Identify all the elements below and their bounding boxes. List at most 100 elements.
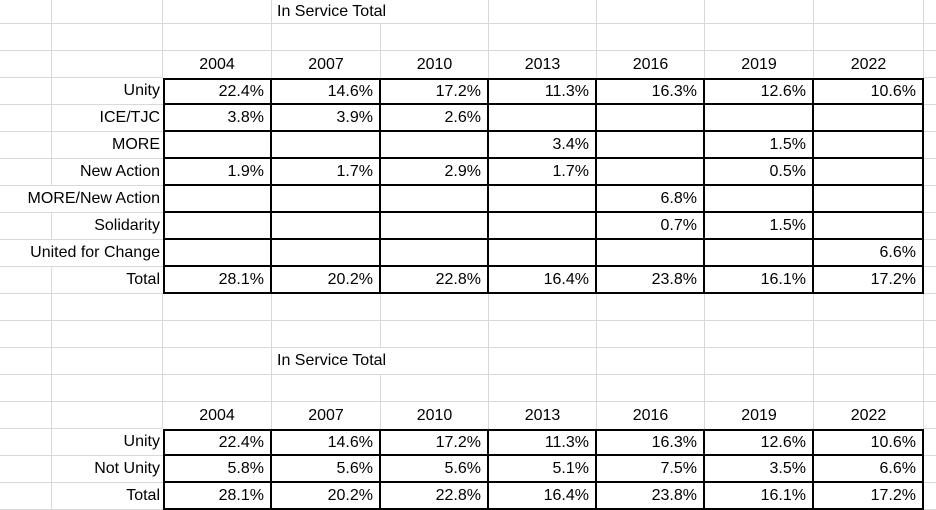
value-total-2004[interactable]: 28.1% bbox=[163, 267, 272, 294]
cell-A19[interactable] bbox=[0, 483, 52, 510]
row-label-more[interactable]: MORE bbox=[52, 132, 163, 159]
cell-B12[interactable] bbox=[52, 294, 163, 321]
cell-C15[interactable] bbox=[163, 375, 272, 402]
value-total-2010[interactable]: 22.8% bbox=[381, 267, 489, 294]
value-total-2007[interactable]: 20.2% bbox=[272, 483, 381, 510]
value-united-for-change-2016[interactable] bbox=[597, 240, 705, 267]
value-total-2013[interactable]: 16.4% bbox=[489, 267, 597, 294]
cell-B16[interactable] bbox=[52, 402, 163, 429]
value-unity-2007[interactable]: 14.6% bbox=[272, 429, 381, 456]
cell-J8[interactable] bbox=[924, 186, 936, 213]
cell-A14[interactable] bbox=[0, 348, 52, 375]
value-solidarity-2010[interactable] bbox=[381, 213, 489, 240]
value-not-unity-2007[interactable]: 5.6% bbox=[272, 456, 381, 483]
value-total-2022[interactable]: 17.2% bbox=[814, 483, 924, 510]
value-united-for-change-2022[interactable]: 6.6% bbox=[814, 240, 924, 267]
value-total-2016[interactable]: 23.8% bbox=[597, 267, 705, 294]
value-not-unity-2013[interactable]: 5.1% bbox=[489, 456, 597, 483]
cell-B1[interactable] bbox=[52, 0, 163, 24]
cell-F15[interactable] bbox=[489, 375, 597, 402]
cell-H2[interactable] bbox=[705, 24, 814, 51]
value-not-unity-2010[interactable]: 5.6% bbox=[381, 456, 489, 483]
cell-J5[interactable] bbox=[924, 105, 936, 132]
value-unity-2016[interactable]: 16.3% bbox=[597, 78, 705, 105]
value-more-2010[interactable] bbox=[381, 132, 489, 159]
cell-C1[interactable] bbox=[163, 0, 272, 24]
cell-G2[interactable] bbox=[597, 24, 705, 51]
row-label-not-unity[interactable]: Not Unity bbox=[52, 456, 163, 483]
value-more-new-action-2022[interactable] bbox=[814, 186, 924, 213]
year-header-2010[interactable]: 2010 bbox=[381, 51, 489, 78]
cell-F13[interactable] bbox=[489, 321, 597, 348]
cell-J7[interactable] bbox=[924, 159, 936, 186]
value-unity-2019[interactable]: 12.6% bbox=[705, 78, 814, 105]
value-total-2007[interactable]: 20.2% bbox=[272, 267, 381, 294]
cell-C2[interactable] bbox=[163, 24, 272, 51]
cell-F2[interactable] bbox=[489, 24, 597, 51]
value-new-action-2022[interactable] bbox=[814, 159, 924, 186]
cell-I2[interactable] bbox=[814, 24, 924, 51]
value-solidarity-2007[interactable] bbox=[272, 213, 381, 240]
cell-E2[interactable] bbox=[381, 24, 489, 51]
value-unity-2013[interactable]: 11.3% bbox=[489, 78, 597, 105]
row-label-total[interactable]: Total bbox=[52, 267, 163, 294]
value-new-action-2010[interactable]: 2.9% bbox=[381, 159, 489, 186]
cell-C14[interactable] bbox=[163, 348, 272, 375]
table-title-2[interactable]: In Service Total bbox=[272, 348, 489, 375]
cell-F1[interactable] bbox=[489, 0, 597, 24]
cell-J6[interactable] bbox=[924, 132, 936, 159]
cell-A1[interactable] bbox=[0, 0, 52, 24]
cell-J14[interactable] bbox=[924, 348, 936, 375]
value-not-unity-2019[interactable]: 3.5% bbox=[705, 456, 814, 483]
cell-A13[interactable] bbox=[0, 321, 52, 348]
cell-B14[interactable] bbox=[52, 348, 163, 375]
cell-I14[interactable] bbox=[814, 348, 924, 375]
year-header-2004[interactable]: 2004 bbox=[163, 402, 272, 429]
cell-E15[interactable] bbox=[381, 375, 489, 402]
value-more-2022[interactable] bbox=[814, 132, 924, 159]
row-label-united-for-change[interactable]: United for Change bbox=[0, 240, 163, 267]
cell-F12[interactable] bbox=[489, 294, 597, 321]
value-more-2019[interactable]: 1.5% bbox=[705, 132, 814, 159]
cell-A18[interactable] bbox=[0, 456, 52, 483]
cell-J13[interactable] bbox=[924, 321, 936, 348]
cell-H14[interactable] bbox=[705, 348, 814, 375]
cell-J9[interactable] bbox=[924, 213, 936, 240]
value-total-2016[interactable]: 23.8% bbox=[597, 483, 705, 510]
cell-J10[interactable] bbox=[924, 240, 936, 267]
value-unity-2004[interactable]: 22.4% bbox=[163, 429, 272, 456]
cell-H1[interactable] bbox=[705, 0, 814, 24]
value-ice-tjc-2007[interactable]: 3.9% bbox=[272, 105, 381, 132]
value-unity-2022[interactable]: 10.6% bbox=[814, 78, 924, 105]
row-label-total[interactable]: Total bbox=[52, 483, 163, 510]
value-new-action-2016[interactable] bbox=[597, 159, 705, 186]
value-ice-tjc-2022[interactable] bbox=[814, 105, 924, 132]
cell-A2[interactable] bbox=[0, 24, 52, 51]
cell-A17[interactable] bbox=[0, 429, 52, 456]
cell-B3[interactable] bbox=[52, 51, 163, 78]
value-unity-2010[interactable]: 17.2% bbox=[381, 429, 489, 456]
value-more-new-action-2019[interactable] bbox=[705, 186, 814, 213]
cell-A3[interactable] bbox=[0, 51, 52, 78]
year-header-2016[interactable]: 2016 bbox=[597, 51, 705, 78]
cell-J18[interactable] bbox=[924, 456, 936, 483]
value-united-for-change-2007[interactable] bbox=[272, 240, 381, 267]
year-header-2022[interactable]: 2022 bbox=[814, 51, 924, 78]
cell-J16[interactable] bbox=[924, 402, 936, 429]
year-header-2019[interactable]: 2019 bbox=[705, 402, 814, 429]
cell-B13[interactable] bbox=[52, 321, 163, 348]
cell-J3[interactable] bbox=[924, 51, 936, 78]
row-label-more-new-action[interactable]: MORE/New Action bbox=[0, 186, 163, 213]
value-solidarity-2019[interactable]: 1.5% bbox=[705, 213, 814, 240]
row-label-ice-tjc[interactable]: ICE/TJC bbox=[52, 105, 163, 132]
value-solidarity-2004[interactable] bbox=[163, 213, 272, 240]
cell-B15[interactable] bbox=[52, 375, 163, 402]
value-unity-2022[interactable]: 10.6% bbox=[814, 429, 924, 456]
value-new-action-2004[interactable]: 1.9% bbox=[163, 159, 272, 186]
cell-D15[interactable] bbox=[272, 375, 381, 402]
cell-J19[interactable] bbox=[924, 483, 936, 510]
value-ice-tjc-2016[interactable] bbox=[597, 105, 705, 132]
value-more-2007[interactable] bbox=[272, 132, 381, 159]
cell-A5[interactable] bbox=[0, 105, 52, 132]
cell-J11[interactable] bbox=[924, 267, 936, 294]
